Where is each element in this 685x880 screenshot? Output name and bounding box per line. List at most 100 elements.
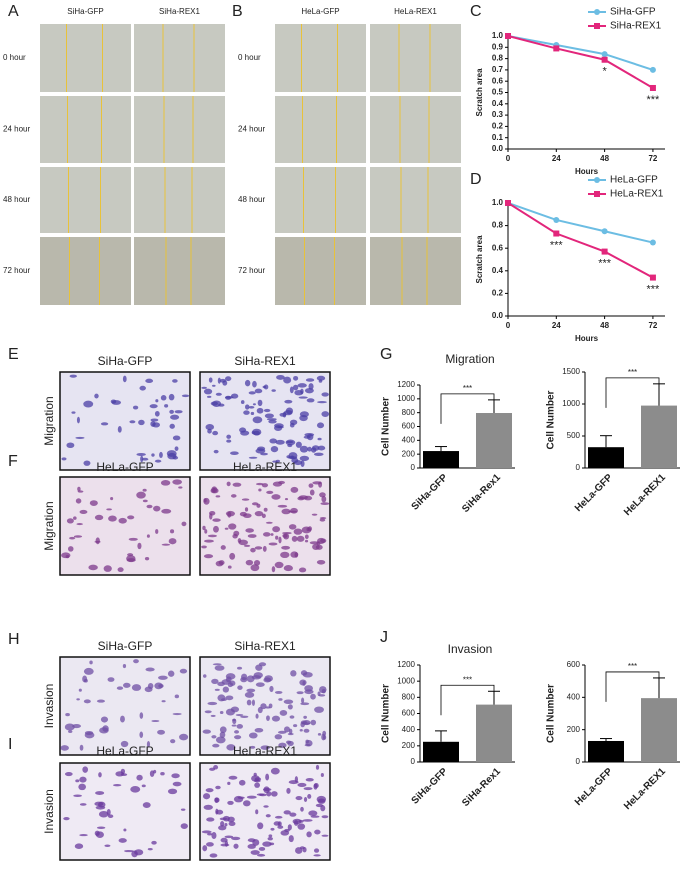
y-tick-label: 1000 [562, 399, 580, 408]
stained-cell [320, 805, 326, 812]
stained-cell [287, 704, 293, 710]
stained-cell [245, 559, 254, 566]
y-tick-label: 0.1 [492, 133, 504, 142]
stained-cell [312, 543, 320, 550]
stained-cell [132, 405, 139, 410]
stained-cell [280, 551, 290, 558]
stained-cell [158, 675, 168, 680]
stained-cell [154, 410, 160, 417]
stained-cell [307, 794, 312, 799]
stained-cell [247, 844, 256, 849]
stained-cell [237, 796, 245, 799]
stained-cell [274, 734, 283, 740]
stained-cell [289, 715, 295, 719]
stained-cell [251, 502, 259, 506]
stained-cell [278, 536, 282, 544]
y-tick-label: 1.0 [492, 198, 504, 207]
stained-cell [167, 670, 175, 677]
x-tick-label: 24 [552, 321, 561, 330]
legend-marker [594, 177, 600, 183]
stained-cell [214, 797, 220, 803]
stained-cell [154, 459, 162, 463]
point [649, 274, 656, 281]
stained-cell [316, 375, 326, 381]
stained-cell [320, 502, 330, 505]
stained-cell [318, 481, 323, 488]
stained-cell [210, 401, 219, 406]
stained-cell [84, 730, 94, 736]
stained-cell [202, 729, 211, 734]
stained-cell [149, 404, 158, 409]
column-label: SiHa-GFP [67, 7, 103, 16]
stained-cell [267, 837, 273, 841]
stained-cell [207, 832, 213, 836]
micrograph [275, 96, 366, 163]
stained-cell [207, 395, 212, 398]
stained-cell [286, 440, 294, 444]
stained-cell [95, 805, 106, 810]
stained-cell [225, 510, 236, 517]
stained-cell [230, 494, 237, 498]
stained-cell [279, 412, 287, 417]
stained-cell [227, 816, 235, 823]
stained-cell [99, 727, 109, 734]
stained-cell [203, 554, 214, 559]
stained-cell [228, 821, 236, 827]
stained-cell [271, 715, 281, 722]
stained-cell [155, 529, 159, 534]
stained-cell [292, 384, 299, 391]
stained-cell [164, 404, 169, 408]
legend-label: SiHa-REX1 [610, 21, 662, 32]
x-tick-label: SiHa-Rex1 [460, 766, 503, 809]
stained-cell [206, 842, 214, 847]
stained-cell [305, 739, 309, 744]
stained-cell [112, 783, 122, 787]
stained-cell [151, 719, 160, 722]
stained-cell [211, 832, 217, 840]
stained-cell [252, 403, 256, 406]
stained-cell [310, 719, 317, 726]
point [601, 56, 608, 63]
stained-cell [293, 724, 298, 728]
stained-cell [122, 663, 127, 669]
stained-cell [245, 528, 254, 533]
x-tick-label: SiHa-Rex1 [460, 472, 503, 515]
stained-cell [142, 499, 148, 503]
stained-cell [253, 560, 261, 566]
panel-letter: D [470, 171, 482, 188]
stained-cell [171, 773, 180, 779]
stained-cell [145, 667, 155, 672]
stained-cell [120, 715, 125, 723]
stained-cell [250, 564, 260, 572]
significance: *** [628, 368, 637, 377]
stained-cell [139, 731, 144, 738]
stained-cell [314, 706, 324, 713]
stained-cell [238, 779, 246, 786]
stained-cell [129, 420, 136, 424]
legend-label: HeLa-GFP [610, 175, 658, 186]
column-label: SiHa-REX1 [234, 354, 296, 368]
y-tick-label: 0.9 [492, 42, 504, 51]
stained-cell [283, 726, 291, 733]
stained-cell [244, 507, 249, 512]
stained-cell [283, 699, 294, 705]
stained-cell [241, 498, 250, 501]
stained-cell [208, 377, 213, 383]
stained-cell [237, 685, 243, 690]
stained-cell [300, 806, 304, 812]
stained-cell [283, 376, 292, 384]
stained-cell [160, 395, 167, 401]
stained-cell [281, 508, 291, 515]
stained-cell [209, 513, 213, 520]
y-tick-label: 400 [567, 692, 581, 701]
stained-cell [227, 781, 231, 785]
stained-cell [221, 698, 227, 701]
y-tick-label: 0.5 [492, 88, 504, 97]
stained-cell [308, 483, 314, 488]
stained-cell [262, 841, 272, 847]
panel-letter: E [8, 346, 19, 363]
stained-cell [318, 379, 323, 383]
stained-cell [225, 695, 234, 701]
stained-cell [277, 825, 284, 829]
stained-cell [214, 665, 225, 671]
